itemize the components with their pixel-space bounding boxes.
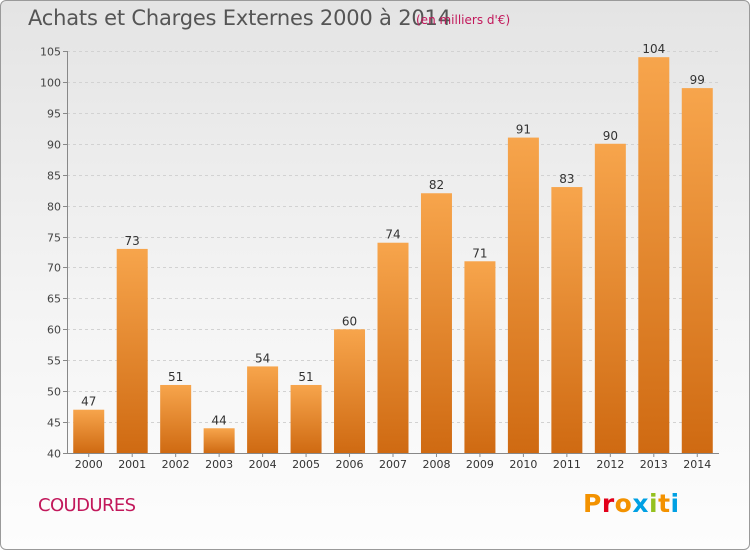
bar-value-label: 51 <box>168 370 183 384</box>
logo-letter: r <box>601 489 615 518</box>
bar <box>73 409 105 453</box>
bar <box>638 57 670 453</box>
bar-value-label: 73 <box>125 234 140 248</box>
x-tick-label: 2010 <box>509 458 537 471</box>
bar-value-label: 60 <box>342 314 357 328</box>
bar-value-label: 90 <box>603 129 618 143</box>
bar <box>551 187 583 454</box>
logo-letter: P <box>583 489 602 518</box>
x-tick-label: 2007 <box>379 458 407 471</box>
x-tick-label: 2008 <box>422 458 450 471</box>
y-tick-label: 80 <box>47 201 61 214</box>
logo-letter: o <box>614 489 633 518</box>
x-tick-label: 2014 <box>683 458 711 471</box>
bar <box>290 384 322 453</box>
bar-value-label: 47 <box>81 395 96 409</box>
y-tick-label: 65 <box>47 293 61 306</box>
x-tick-label: 2006 <box>336 458 364 471</box>
bar-value-label: 54 <box>255 351 270 365</box>
bar <box>334 329 366 453</box>
x-tick-label: 2002 <box>162 458 190 471</box>
y-tick-label: 100 <box>40 77 61 90</box>
bars <box>73 57 713 454</box>
y-tick-label: 105 <box>40 46 61 59</box>
bar-value-label: 99 <box>690 73 705 87</box>
y-tick-label: 40 <box>47 448 61 461</box>
x-tick-label: 2004 <box>249 458 277 471</box>
y-tick-label: 55 <box>47 355 61 368</box>
x-tick-label: 2005 <box>292 458 320 471</box>
axes <box>63 51 719 457</box>
bar-value-label: 74 <box>385 228 400 242</box>
logo-letter: t <box>658 489 671 518</box>
y-tick-label: 60 <box>47 324 61 337</box>
x-tick-label: 2011 <box>553 458 581 471</box>
bar <box>247 366 279 453</box>
bar-value-label: 82 <box>429 178 444 192</box>
logo-letter: i <box>670 489 680 518</box>
proxiti-logo: Proxiti <box>583 489 680 518</box>
y-tick-label: 70 <box>47 262 61 275</box>
bar <box>377 242 409 453</box>
bar <box>594 143 626 453</box>
bar <box>464 261 496 453</box>
x-tick-label: 2009 <box>466 458 494 471</box>
labels: 40 45 50 55 60 65 70 75 80 85 90 95 100 105 47 2000 73 20… <box>40 42 711 471</box>
x-tick-label: 2003 <box>205 458 233 471</box>
y-tick-label: 45 <box>47 417 61 430</box>
chart-title: Achats et Charges Externes 2000 à 2014 <box>28 6 451 30</box>
bar <box>420 193 452 453</box>
bar <box>160 384 192 453</box>
commune-name: COUDURES <box>38 495 136 516</box>
chart-subtitle: (en milliers d'€) <box>416 13 511 27</box>
bar-value-label: 83 <box>559 172 574 186</box>
y-tick-label: 85 <box>47 170 61 183</box>
bar-value-label: 51 <box>298 370 313 384</box>
logo-letter: x <box>632 489 649 518</box>
y-tick-label: 95 <box>47 108 61 121</box>
bar <box>203 428 235 453</box>
bar-value-label: 104 <box>642 42 665 56</box>
bar-value-label: 91 <box>516 123 531 137</box>
y-tick-label: 75 <box>47 232 61 245</box>
x-tick-label: 2012 <box>596 458 624 471</box>
y-tick-label: 90 <box>47 139 61 152</box>
bar-value-label: 71 <box>472 246 487 260</box>
x-tick-label: 2013 <box>640 458 668 471</box>
bar <box>681 88 713 453</box>
bar-value-label: 44 <box>211 413 226 427</box>
y-tick-label: 50 <box>47 386 61 399</box>
x-tick-label: 2001 <box>118 458 146 471</box>
bar <box>116 248 148 453</box>
bar <box>507 137 539 454</box>
logo-letter: i <box>649 489 659 518</box>
x-tick-label: 2000 <box>75 458 103 471</box>
